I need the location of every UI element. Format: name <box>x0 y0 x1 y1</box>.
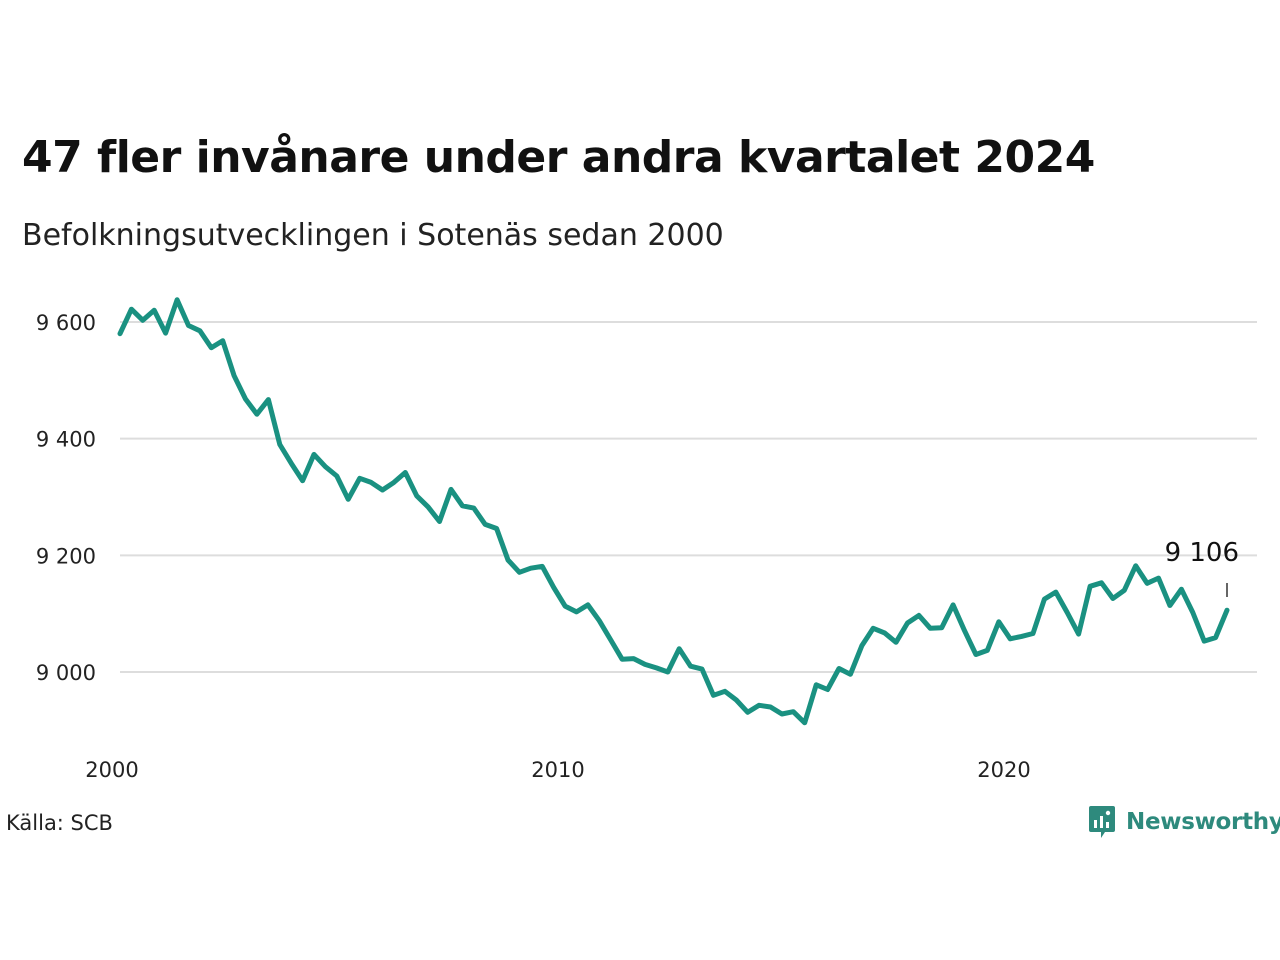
series-layer <box>117 297 1230 726</box>
end-value-label: 9 106 <box>1165 538 1239 568</box>
annotation-layer: 9 106 <box>1165 538 1239 597</box>
y-tick-label-9200: 9 200 <box>36 544 96 568</box>
chart-title: 47 fler invånare under andra kvartalet 2… <box>22 132 1095 183</box>
y-tick-label-9600: 9 600 <box>36 311 96 335</box>
series-line <box>117 297 1230 726</box>
y-tick-label-9400: 9 400 <box>36 428 96 452</box>
chart-subtitle: Befolkningsutvecklingen i Sotenäs sedan … <box>22 218 724 253</box>
brand-name: Newsworthy <box>1126 809 1280 835</box>
x-axis-ticks: 2000 2010 2020 <box>85 758 1030 782</box>
source-note: Källa: SCB <box>6 811 113 835</box>
y-axis-ticks: 9 000 9 200 9 400 9 600 <box>36 311 96 685</box>
grid-lines <box>120 321 1257 673</box>
line-chart: 9 000 9 200 9 400 9 600 2000 2010 2020 9 106 <box>36 297 1257 782</box>
newsworthy-logo[interactable]: Newsworthy <box>1088 803 1280 841</box>
newsworthy-logo-icon <box>1089 806 1115 838</box>
x-tick-label-2020: 2020 <box>977 758 1030 782</box>
x-tick-label-2000: 2000 <box>85 758 138 782</box>
y-tick-label-9000: 9 000 <box>36 661 96 685</box>
x-tick-label-2010: 2010 <box>531 758 584 782</box>
